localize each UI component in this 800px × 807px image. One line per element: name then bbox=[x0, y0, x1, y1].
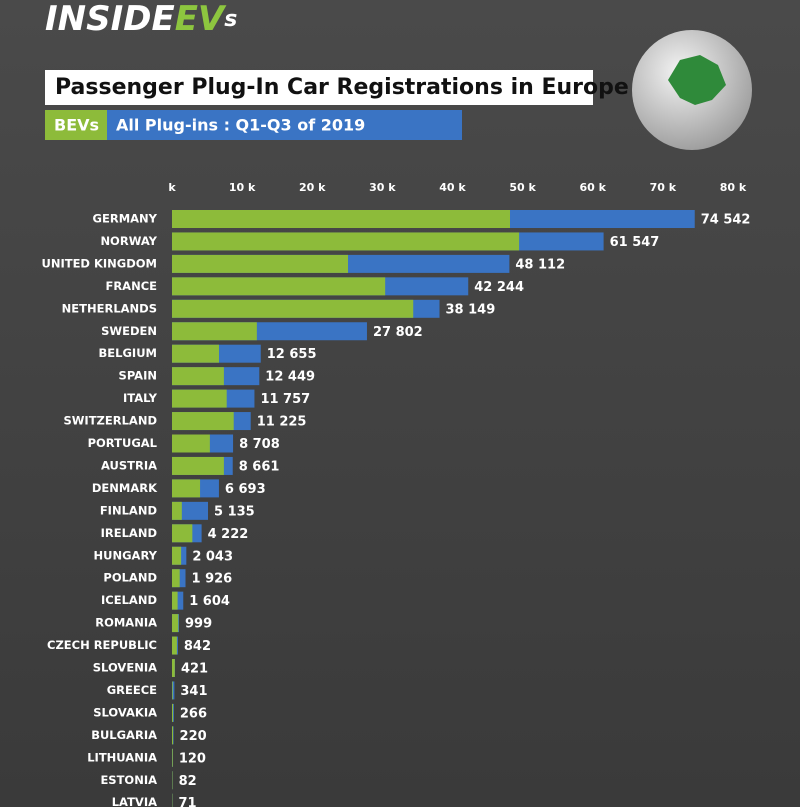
data-label: 12 449 bbox=[265, 370, 315, 385]
x-tick-label: 50 k bbox=[509, 181, 536, 194]
data-label: 71 bbox=[178, 796, 196, 807]
x-tick-label: 20 k bbox=[299, 181, 326, 194]
data-label: 220 bbox=[180, 729, 207, 744]
bar bbox=[172, 703, 174, 722]
x-tick-label: 80 k bbox=[720, 181, 747, 194]
y-tick-label: PORTUGAL bbox=[88, 436, 158, 450]
y-tick-label: BULGARIA bbox=[91, 728, 157, 742]
chart-title: Passenger Plug-In Car Registrations in E… bbox=[55, 75, 629, 100]
legend-swatch bbox=[45, 110, 107, 140]
bar bbox=[172, 479, 201, 498]
bar bbox=[172, 389, 227, 408]
bar bbox=[172, 412, 234, 431]
y-tick-label: UNITED KINGDOM bbox=[41, 256, 157, 270]
data-label: 266 bbox=[180, 706, 207, 721]
bar bbox=[172, 232, 520, 251]
x-tick-label: 40 k bbox=[439, 181, 466, 194]
bar bbox=[172, 367, 224, 386]
y-tick-label: SWEDEN bbox=[101, 324, 157, 338]
y-tick-label: ICELAND bbox=[101, 593, 157, 607]
bar bbox=[172, 726, 174, 745]
y-tick-label: IRELAND bbox=[101, 526, 157, 540]
data-label: 42 244 bbox=[474, 280, 524, 295]
bar bbox=[172, 591, 178, 610]
data-label: 8 661 bbox=[239, 459, 280, 474]
bar bbox=[172, 636, 177, 655]
bar bbox=[172, 659, 175, 677]
bar bbox=[172, 277, 386, 296]
bar bbox=[172, 748, 173, 767]
y-tick-label: ITALY bbox=[123, 391, 158, 405]
y-tick-label: SLOVAKIA bbox=[93, 705, 157, 719]
y-tick-label: FINLAND bbox=[100, 503, 157, 517]
y-tick-label: GERMANY bbox=[93, 212, 158, 226]
bar bbox=[172, 524, 193, 543]
y-tick-label: SWITZERLAND bbox=[63, 414, 157, 428]
bar bbox=[172, 344, 219, 363]
data-label: 12 655 bbox=[267, 347, 317, 362]
data-label: 341 bbox=[180, 684, 207, 699]
y-tick-label: POLAND bbox=[103, 571, 157, 585]
bar bbox=[172, 591, 184, 610]
x-tick-label: 70 k bbox=[650, 181, 677, 194]
bar bbox=[172, 210, 511, 228]
bar bbox=[172, 681, 173, 700]
y-tick-label: FRANCE bbox=[105, 279, 157, 293]
y-tick-label: ROMANIA bbox=[95, 616, 157, 630]
bar bbox=[172, 569, 180, 588]
x-tick-label: 60 k bbox=[580, 181, 607, 194]
y-tick-label: AUSTRIA bbox=[101, 458, 157, 472]
data-label: 8 708 bbox=[239, 437, 280, 452]
y-tick-label: ESTONIA bbox=[100, 773, 157, 787]
data-label: 2 043 bbox=[192, 549, 233, 564]
x-tick-label: k bbox=[168, 181, 176, 194]
bar bbox=[172, 322, 257, 341]
data-label: 74 542 bbox=[701, 213, 751, 228]
y-tick-label: HUNGARY bbox=[94, 548, 158, 562]
logo: INSIDEEVs bbox=[45, 0, 237, 39]
y-tick-label: SLOVENIA bbox=[93, 661, 157, 675]
data-label: 1 926 bbox=[192, 572, 233, 587]
data-label: 6 693 bbox=[225, 482, 266, 497]
legend-swatch bbox=[107, 110, 462, 140]
y-tick-label: DENMARK bbox=[92, 481, 158, 495]
bar bbox=[172, 681, 175, 700]
data-label: 48 112 bbox=[515, 257, 565, 272]
bar bbox=[172, 254, 349, 273]
data-label: 38 149 bbox=[446, 302, 496, 317]
data-label: 11 225 bbox=[257, 415, 307, 430]
bar bbox=[172, 456, 224, 475]
bar bbox=[172, 546, 182, 565]
x-tick-label: 30 k bbox=[369, 181, 396, 194]
legend-label: BEVs bbox=[54, 116, 99, 135]
data-label: 11 757 bbox=[260, 392, 310, 407]
data-label: 61 547 bbox=[610, 235, 660, 250]
y-tick-label: SPAIN bbox=[119, 369, 157, 383]
bar bbox=[172, 501, 182, 520]
data-label: 1 604 bbox=[189, 594, 230, 609]
data-label: 82 bbox=[179, 774, 197, 789]
bar bbox=[172, 614, 179, 633]
legend-label: All Plug-ins : Q1-Q3 of 2019 bbox=[116, 116, 365, 135]
y-tick-label: GREECE bbox=[107, 683, 157, 697]
data-label: 5 135 bbox=[214, 504, 255, 519]
bar bbox=[172, 434, 210, 453]
title-box bbox=[45, 70, 593, 105]
data-label: 421 bbox=[181, 662, 208, 677]
y-tick-label: BELGIUM bbox=[99, 346, 157, 360]
y-tick-label: NORWAY bbox=[100, 234, 157, 248]
y-tick-label: NETHERLANDS bbox=[62, 301, 157, 315]
x-tick-label: 10 k bbox=[229, 181, 256, 194]
y-tick-label: LITHUANIA bbox=[87, 750, 157, 764]
y-tick-label: CZECH REPUBLIC bbox=[47, 638, 157, 652]
data-label: 842 bbox=[184, 639, 211, 654]
y-tick-label: LATVIA bbox=[112, 795, 157, 807]
bar bbox=[172, 299, 414, 318]
data-label: 27 802 bbox=[373, 325, 423, 340]
data-label: 120 bbox=[179, 751, 206, 766]
globe bbox=[632, 30, 752, 150]
data-label: 999 bbox=[185, 617, 212, 632]
data-label: 4 222 bbox=[208, 527, 249, 542]
